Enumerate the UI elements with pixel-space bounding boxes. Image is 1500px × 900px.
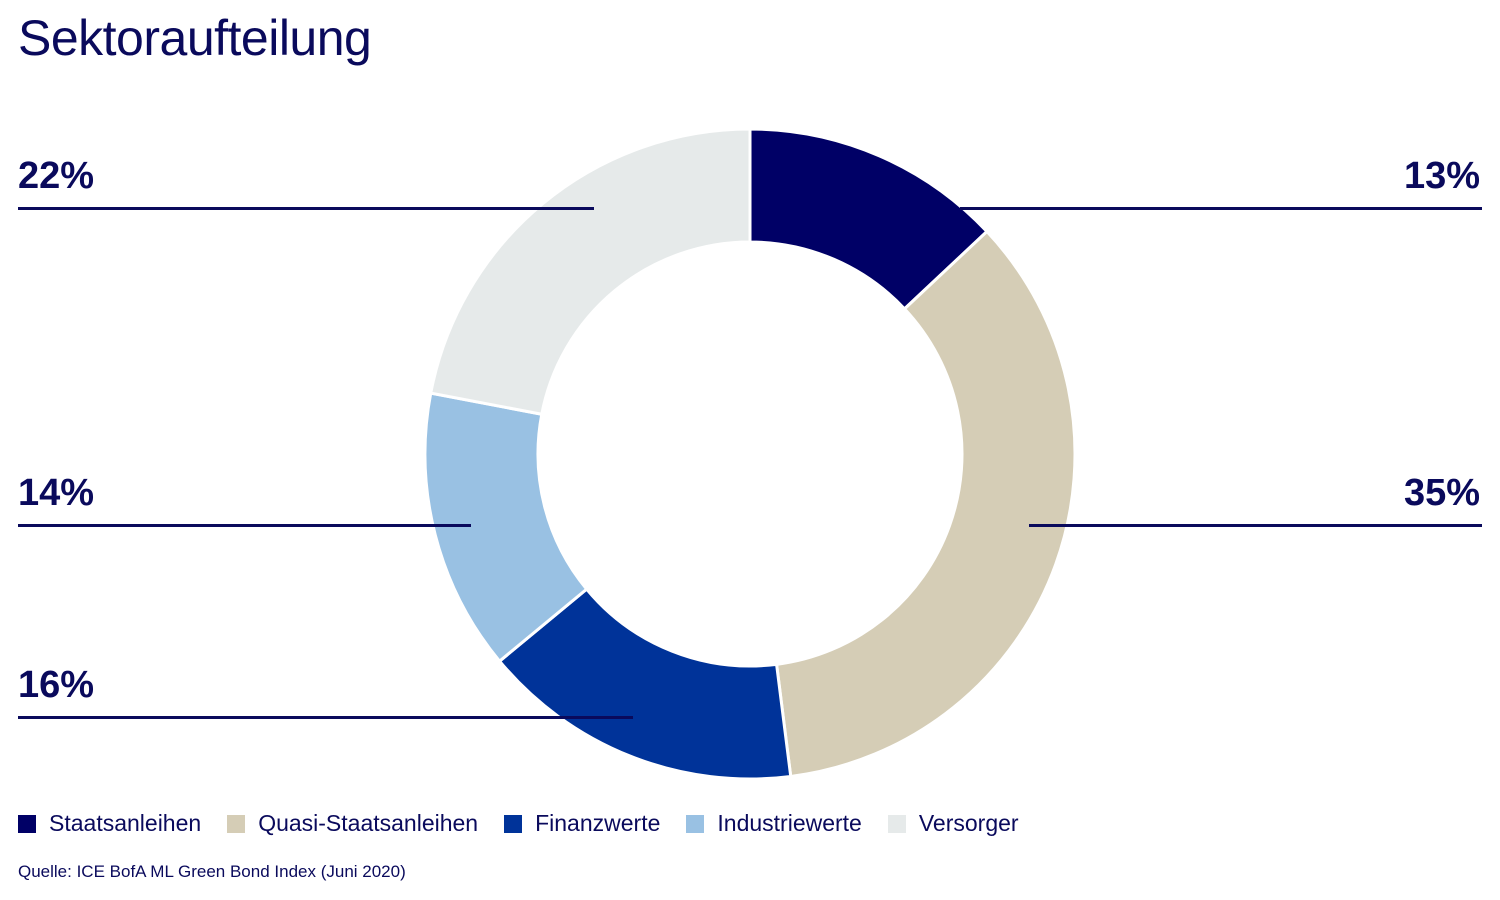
legend-label: Finanzwerte xyxy=(535,810,661,836)
donut-segment-quasi-staatsanleihen xyxy=(774,229,1077,779)
leader-line-quasi xyxy=(1029,524,1482,527)
legend-item-industriewerte: Industriewerte xyxy=(686,810,862,837)
leader-line-industriewerte xyxy=(18,524,471,527)
legend-swatch-icon xyxy=(18,814,36,833)
label-quasi: 35% xyxy=(1403,472,1480,514)
legend-item-quasi: Quasi-Staatsanleihen xyxy=(227,810,478,837)
label-versorger: 22% xyxy=(18,155,95,197)
legend: Staatsanleihen Quasi-Staatsanleihen Fina… xyxy=(18,810,1045,837)
legend-item-finanzwerte: Finanzwerte xyxy=(504,810,660,837)
label-industriewerte: 14% xyxy=(18,472,95,514)
legend-item-versorger: Versorger xyxy=(887,810,1019,837)
leader-line-finanzwerte xyxy=(18,716,633,719)
legend-swatch-icon xyxy=(227,814,246,833)
legend-swatch-icon xyxy=(686,814,705,833)
legend-item-staatsanleihen: Staatsanleihen xyxy=(18,810,201,837)
legend-label: Quasi-Staatsanleihen xyxy=(258,810,479,836)
legend-label: Industriewerte xyxy=(717,810,862,836)
source-note: Quelle: ICE BofA ML Green Bond Index (Ju… xyxy=(18,862,406,881)
leader-line-versorger xyxy=(18,207,594,210)
chart-title: Sektoraufteilung xyxy=(18,10,372,66)
leader-line-staatsanleihen xyxy=(960,207,1482,210)
label-staatsanleihen: 13% xyxy=(1403,155,1480,197)
legend-swatch-icon xyxy=(887,814,906,833)
legend-label: Versorger xyxy=(918,810,1019,836)
legend-swatch-icon xyxy=(504,814,523,833)
donut-segment-versorger xyxy=(429,127,752,417)
label-finanzwerte: 16% xyxy=(18,664,95,706)
legend-label: Staatsanleihen xyxy=(49,810,202,836)
